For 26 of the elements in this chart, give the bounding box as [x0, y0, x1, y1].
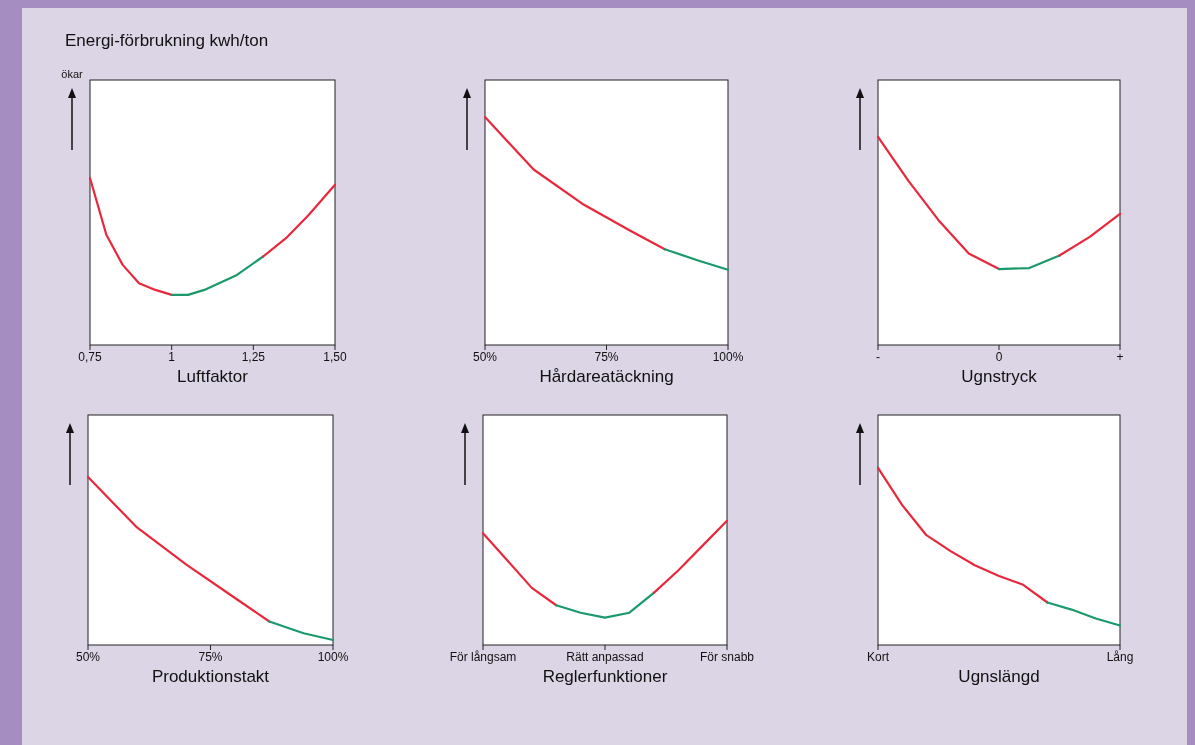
x-tick-label: 50% — [75, 650, 101, 664]
x-tick-label: - — [876, 350, 880, 364]
x-axis-title: Luftfaktor — [177, 367, 249, 386]
x-tick-label: 100% — [317, 650, 349, 664]
x-tick-label: 75% — [594, 350, 619, 364]
x-tick-label: 1 — [168, 350, 176, 364]
x-tick-label: 75% — [198, 650, 223, 664]
x-axis-title: Hårdareatäckning — [539, 367, 674, 386]
x-tick-label: 0,75 — [78, 350, 102, 364]
y-axis-title: ökar — [61, 68, 84, 80]
x-axis-title: Ugnstryck — [961, 367, 1038, 386]
x-axis-title: Reglerfunktioner — [542, 667, 668, 686]
x-tick-label: Rätt anpassad — [566, 650, 644, 664]
x-axis-title: Produktionstakt — [151, 667, 270, 686]
x-tick-label: 1,25 — [241, 350, 266, 364]
x-tick-label: + — [1116, 350, 1124, 364]
x-tick-label: För snabb — [699, 650, 755, 664]
x-axis-title: Ugnslängd — [958, 667, 1040, 686]
x-tick-label: 1,50 — [323, 350, 347, 364]
x-tick-label: Kort — [866, 650, 890, 664]
chart-title: Energi-förbrukning kwh/ton — [65, 31, 269, 50]
x-tick-label: 50% — [472, 350, 498, 364]
x-tick-label: För långsam — [449, 650, 517, 664]
x-tick-label: 0 — [995, 350, 1003, 364]
x-tick-label: 100% — [712, 350, 744, 364]
x-tick-label: Lång — [1106, 650, 1134, 664]
